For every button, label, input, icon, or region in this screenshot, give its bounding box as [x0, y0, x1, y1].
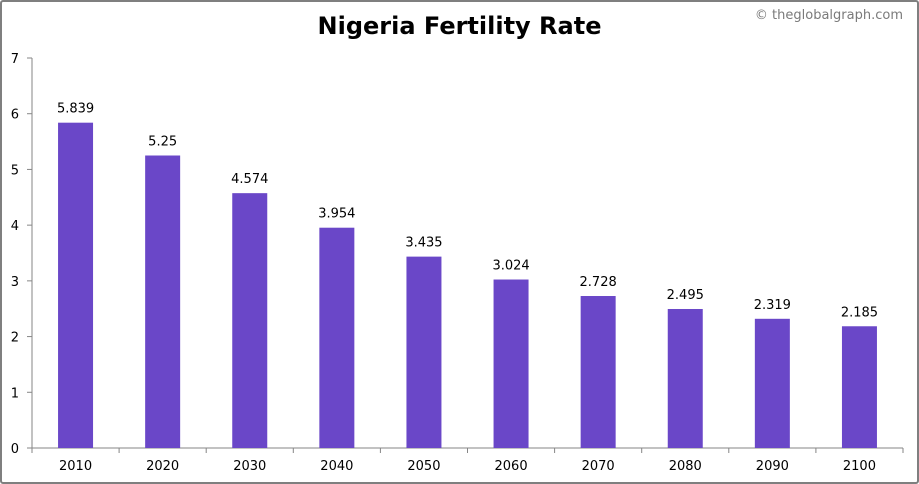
y-tick-label: 4: [11, 219, 19, 234]
bar: [754, 318, 790, 448]
x-tick-label: 2040: [320, 459, 353, 474]
chart-labels: 2010 5.839 2020 5.25 2030 4.574 2040 3.954 2050 3…: [57, 102, 878, 474]
x-tick-label: 2060: [495, 459, 528, 474]
y-tick-label: 3: [11, 275, 19, 290]
x-tick-label: 2070: [582, 459, 615, 474]
bar: [493, 279, 529, 448]
bar-value-label: 3.435: [405, 236, 442, 251]
bar-value-label: 2.728: [580, 275, 617, 290]
bar-value-label: 2.319: [754, 298, 791, 313]
y-tick-label: 0: [11, 442, 19, 457]
x-tick-label: 2090: [756, 459, 789, 474]
bar-value-label: 3.024: [492, 259, 529, 274]
x-tick-label: 2010: [59, 459, 92, 474]
bar-value-label: 2.495: [667, 288, 704, 303]
bar-value-label: 4.574: [231, 172, 268, 187]
bar-value-label: 5.839: [57, 102, 94, 117]
x-tick-label: 2100: [843, 459, 876, 474]
y-tick-label: 7: [11, 52, 19, 67]
chart-title: Nigeria Fertility Rate: [317, 12, 602, 40]
bar: [319, 227, 355, 448]
y-tick-label: 6: [11, 108, 19, 123]
bar: [667, 308, 703, 448]
x-tick-label: 2050: [407, 459, 440, 474]
bar: [580, 296, 616, 448]
bar: [841, 326, 877, 448]
y-tick-label: 5: [11, 163, 19, 178]
bar-value-label: 3.954: [318, 207, 355, 222]
x-tick-label: 2030: [233, 459, 266, 474]
bar: [145, 155, 181, 448]
bar: [58, 122, 94, 448]
y-tick-label: 1: [11, 386, 19, 401]
y-tick-label: 2: [11, 331, 19, 346]
bar-value-label: 5.25: [148, 135, 177, 150]
x-tick-label: 2020: [146, 459, 179, 474]
chart-bars: [58, 122, 877, 448]
bar-value-label: 2.185: [841, 305, 878, 320]
bar: [232, 193, 268, 448]
x-tick-label: 2080: [669, 459, 702, 474]
bar: [406, 256, 442, 448]
watermark-text: © theglobalgraph.com: [754, 8, 903, 23]
